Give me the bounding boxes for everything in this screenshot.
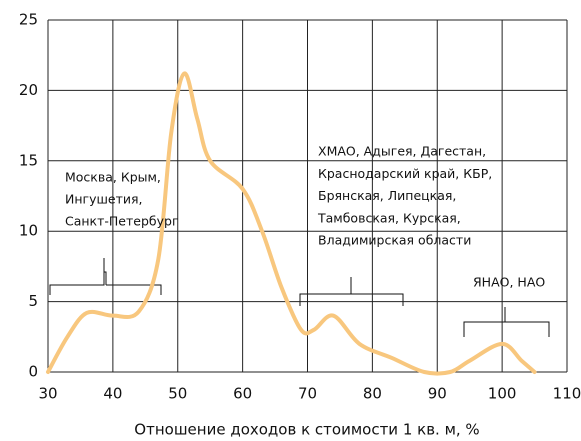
annotation: ЯНАО, НАО: [473, 275, 545, 290]
y-tick-label: 20: [19, 81, 38, 99]
x-tick-label: 110: [553, 385, 581, 403]
bracket: [463, 307, 550, 337]
y-tick-label: 15: [19, 151, 38, 169]
annotation: Москва, Крым,: [65, 170, 161, 185]
annotation: Краснодарский край, КБР,: [318, 166, 492, 181]
annotation: Брянская, Липецкая,: [318, 188, 456, 203]
y-tick-label: 5: [28, 292, 38, 310]
x-tick-label: 100: [488, 385, 517, 403]
line: [46, 71, 537, 376]
x-tick-label: 80: [363, 385, 382, 403]
annotation: ХМАО, Адыгея, Дагестан,: [318, 144, 486, 159]
y-tick-label: 25: [19, 11, 38, 29]
y-tick-label: 10: [19, 222, 38, 240]
x-tick-label: 60: [233, 385, 252, 403]
bracket: [49, 258, 162, 295]
x-tick-label: 70: [298, 385, 317, 403]
x-axis-label: Отношение доходов к стоимости 1 кв. м, %: [134, 421, 479, 439]
y-tick-label: 0: [28, 363, 38, 381]
annotation: Тамбовская, Курская,: [317, 210, 461, 225]
x-tick-label: 50: [168, 385, 187, 403]
x-tick-label: 90: [428, 385, 447, 403]
annotation: Владимирская области: [318, 233, 471, 248]
x-tick-label: 30: [38, 385, 57, 403]
x-tick-label: 40: [103, 385, 122, 403]
annotation: Ингушетия,: [65, 192, 143, 207]
annotation: Санкт-Петербург: [65, 214, 179, 229]
